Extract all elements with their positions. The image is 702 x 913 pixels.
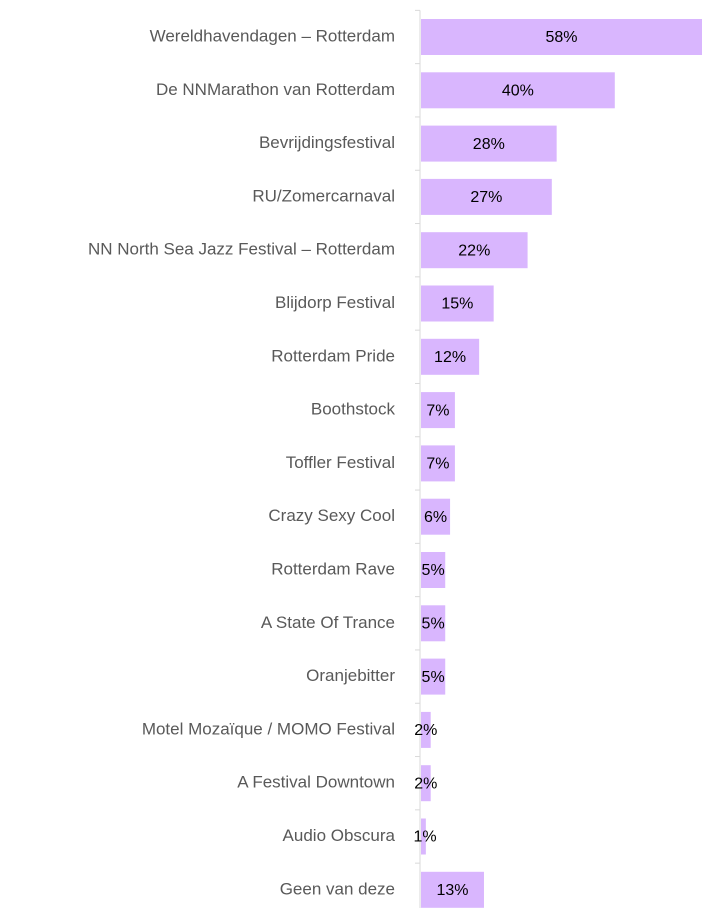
value-label: 1% [413, 829, 436, 846]
category-label: Bevrijdingsfestival [259, 133, 395, 152]
bar [421, 392, 455, 429]
category-label: A Festival Downtown [237, 773, 395, 792]
category-label: Wereldhavendagen – Rotterdam [150, 26, 395, 45]
category-label: Audio Obscura [283, 826, 396, 845]
category-label: Rotterdam Pride [271, 346, 395, 365]
bar [421, 72, 615, 109]
value-label: 28% [473, 136, 505, 153]
category-label: Oranjebitter [306, 666, 395, 685]
category-label: Blijdorp Festival [275, 293, 395, 312]
value-label: 12% [434, 349, 466, 366]
value-label: 2% [414, 775, 437, 792]
bar [421, 498, 451, 535]
bar [421, 605, 446, 642]
category-label: A State Of Trance [261, 613, 395, 632]
value-label: 2% [414, 722, 437, 739]
value-label: 7% [426, 402, 449, 419]
value-label: 5% [422, 669, 445, 686]
value-label: 58% [545, 29, 577, 46]
category-label: RU/Zomercarnaval [252, 186, 395, 205]
value-label: 5% [422, 562, 445, 579]
bar [421, 19, 702, 55]
bar [421, 871, 484, 908]
value-label: 27% [470, 189, 502, 206]
category-label: Boothstock [311, 400, 396, 419]
bar [421, 125, 557, 162]
bar [421, 818, 426, 855]
category-label: Toffler Festival [286, 453, 395, 472]
category-label: NN North Sea Jazz Festival – Rotterdam [88, 240, 395, 259]
category-label: Rotterdam Rave [271, 559, 395, 578]
value-label: 15% [441, 296, 473, 313]
value-label: 7% [426, 456, 449, 473]
value-label: 40% [502, 83, 534, 100]
value-label: 13% [436, 882, 468, 899]
bar [421, 552, 446, 588]
bar [421, 658, 446, 695]
value-label: 22% [458, 242, 490, 259]
value-label: 5% [422, 616, 445, 633]
value-label: 6% [424, 509, 447, 526]
category-label: De NNMarathon van Rotterdam [156, 80, 395, 99]
bar [421, 178, 552, 215]
bar [421, 711, 431, 748]
bar [421, 285, 494, 322]
category-label: Geen van deze [280, 879, 395, 898]
category-label: Motel Mozaïque / MOMO Festival [142, 719, 395, 738]
bar [421, 232, 528, 269]
category-label: Crazy Sexy Cool [268, 506, 395, 525]
bar [421, 445, 455, 482]
bar [421, 338, 480, 375]
bar [421, 765, 431, 802]
